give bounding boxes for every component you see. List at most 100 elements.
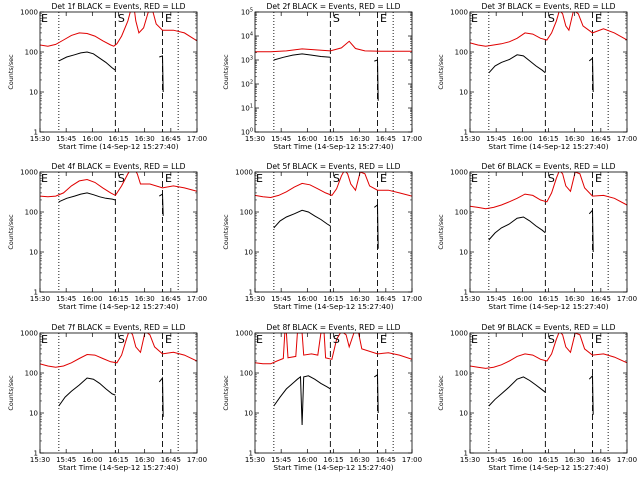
x-tick-label: 16:15 bbox=[323, 456, 343, 464]
marker-e: E bbox=[471, 12, 478, 25]
y-tick-label: 1 bbox=[34, 129, 38, 137]
x-tick-label: 16:30 bbox=[565, 456, 585, 464]
events-series-line bbox=[159, 193, 164, 216]
x-tick-label: 17:00 bbox=[187, 456, 207, 464]
events-series-line bbox=[159, 55, 164, 93]
y-tick-label: 101 bbox=[241, 104, 253, 113]
x-tick-label: 16:15 bbox=[538, 135, 558, 143]
y-axis-label: Counts/sec bbox=[7, 214, 15, 250]
marker-e: E bbox=[165, 333, 172, 346]
y-axis-label: Counts/sec bbox=[7, 54, 15, 90]
y-axis-label: Counts/sec bbox=[222, 54, 230, 90]
x-tick-label: 16:15 bbox=[538, 456, 558, 464]
x-tick-label: 16:45 bbox=[591, 295, 611, 303]
marker-e: E bbox=[595, 12, 602, 25]
marker-e: E bbox=[380, 172, 387, 185]
lld-series-line bbox=[255, 333, 412, 365]
events-series-line bbox=[273, 209, 331, 229]
x-tick-label: 16:30 bbox=[565, 135, 585, 143]
x-tick-label: 17:00 bbox=[187, 295, 207, 303]
marker-e: E bbox=[380, 333, 387, 346]
x-tick-label: 16:30 bbox=[350, 135, 370, 143]
x-tick-label: 15:45 bbox=[486, 295, 506, 303]
panel-title: Det 1f BLACK = Events, RED = LLD bbox=[52, 2, 186, 11]
marker-e: E bbox=[165, 172, 172, 185]
x-tick-label: 16:15 bbox=[108, 456, 128, 464]
plot-frame bbox=[39, 332, 198, 454]
y-tick-label: 1 bbox=[249, 289, 253, 297]
x-tick-label: 16:15 bbox=[323, 135, 343, 143]
events-series-line bbox=[588, 57, 594, 93]
panel-title: Det 6f BLACK = Events, RED = LLD bbox=[482, 162, 616, 171]
y-tick-label: 100 bbox=[455, 49, 468, 57]
x-tick-label: 15:45 bbox=[56, 456, 76, 464]
y-tick-label: 100 bbox=[240, 370, 253, 378]
events-series-line bbox=[58, 51, 116, 71]
y-tick-label: 10 bbox=[29, 410, 38, 418]
x-tick-label: 16:30 bbox=[135, 295, 155, 303]
x-tick-label: 16:15 bbox=[323, 295, 343, 303]
y-tick-label: 1000 bbox=[20, 169, 38, 177]
x-tick-label: 17:00 bbox=[402, 135, 422, 143]
marker-e: E bbox=[595, 333, 602, 346]
marker-e: E bbox=[595, 172, 602, 185]
x-tick-label: 16:15 bbox=[538, 295, 558, 303]
marker-s: S bbox=[333, 333, 340, 346]
x-tick-label: 16:15 bbox=[108, 295, 128, 303]
y-tick-label: 1000 bbox=[235, 169, 253, 177]
x-tick-label: 16:45 bbox=[591, 456, 611, 464]
lld-series-line bbox=[40, 172, 197, 198]
events-series-line bbox=[374, 59, 379, 101]
x-tick-label: 16:45 bbox=[376, 295, 396, 303]
x-tick-label: 17:00 bbox=[402, 295, 422, 303]
lld-series-line bbox=[40, 333, 197, 368]
plot-frame bbox=[254, 11, 413, 133]
x-tick-label: 16:00 bbox=[297, 135, 317, 143]
events-series-line bbox=[588, 209, 594, 253]
x-tick-label: 15:30 bbox=[245, 295, 265, 303]
x-tick-label: 15:45 bbox=[56, 295, 76, 303]
x-tick-label: 16:45 bbox=[376, 135, 396, 143]
y-tick-label: 103 bbox=[241, 56, 253, 65]
x-tick-label: 15:30 bbox=[460, 295, 480, 303]
y-tick-label: 104 bbox=[241, 32, 253, 41]
y-tick-label: 1 bbox=[464, 129, 468, 137]
lld-series-line bbox=[470, 333, 627, 369]
x-tick-label: 15:30 bbox=[30, 295, 50, 303]
y-tick-label: 1000 bbox=[450, 9, 468, 17]
x-tick-label: 16:00 bbox=[512, 456, 532, 464]
y-axis-label: Counts/sec bbox=[437, 214, 445, 250]
x-tick-label: 15:30 bbox=[460, 135, 480, 143]
x-tick-label: 15:45 bbox=[486, 135, 506, 143]
panel-title: Det 8f BLACK = Events, RED = LLD bbox=[267, 323, 401, 332]
marker-e: E bbox=[165, 12, 172, 25]
x-axis-label: Start Time (14-Sep-12 15:27:40) bbox=[273, 302, 393, 311]
x-tick-label: 15:45 bbox=[271, 456, 291, 464]
y-axis-label: Counts/sec bbox=[222, 214, 230, 250]
marker-s: S bbox=[548, 12, 555, 25]
x-tick-label: 16:00 bbox=[297, 456, 317, 464]
marker-e: E bbox=[471, 172, 478, 185]
events-series-line bbox=[373, 204, 379, 249]
y-tick-label: 105 bbox=[241, 8, 253, 17]
marker-e: E bbox=[41, 333, 48, 346]
x-axis-label: Start Time (14-Sep-12 15:27:40) bbox=[488, 302, 608, 311]
x-tick-label: 16:45 bbox=[591, 135, 611, 143]
lld-series-line bbox=[40, 12, 197, 47]
x-tick-label: 16:45 bbox=[161, 135, 181, 143]
y-tick-label: 10 bbox=[244, 410, 253, 418]
marker-s: S bbox=[548, 333, 555, 346]
y-tick-label: 1000 bbox=[20, 9, 38, 17]
x-tick-label: 16:30 bbox=[135, 135, 155, 143]
marker-s: S bbox=[333, 172, 340, 185]
x-tick-label: 15:30 bbox=[30, 456, 50, 464]
events-series-line bbox=[488, 54, 546, 74]
marker-s: S bbox=[333, 12, 340, 25]
events-series-line bbox=[273, 53, 331, 61]
x-axis-label: Start Time (14-Sep-12 15:27:40) bbox=[488, 463, 608, 472]
